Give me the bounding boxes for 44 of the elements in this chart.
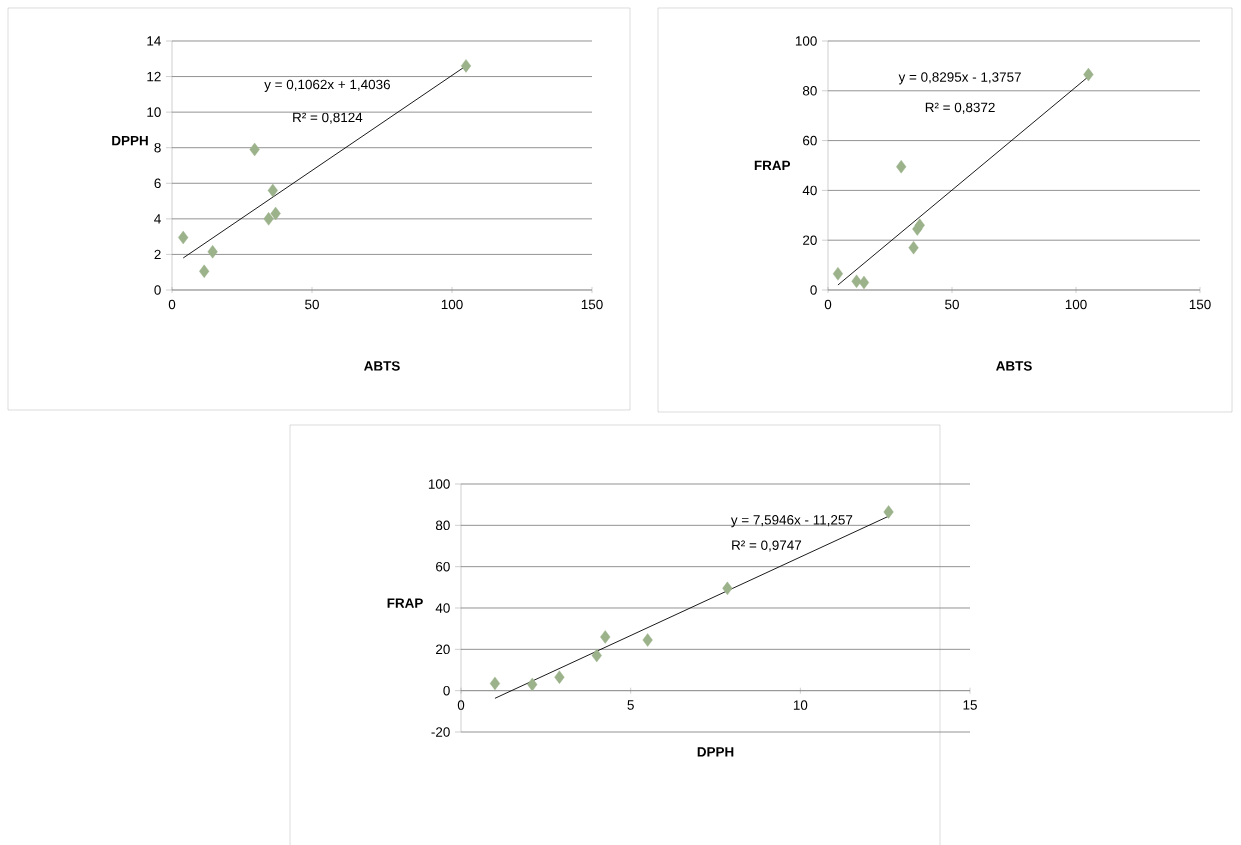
y-tick-label: 0 (154, 285, 161, 295)
y-tick-label: 0 (443, 685, 450, 696)
annotation: y = 0,8295x - 1,3757 (898, 72, 1021, 85)
x-tick-label: 0 (457, 700, 465, 710)
y-tick-label: 40 (802, 185, 817, 196)
y-tick-label: -20 (431, 727, 450, 737)
annotation: R² = 0,8124 (293, 112, 363, 124)
x-tick-label: 15 (963, 700, 977, 710)
y-tick-label: 100 (795, 36, 817, 46)
x-tick-label: 50 (945, 299, 959, 310)
y-axis-title: FRAP (754, 160, 791, 171)
annotation: y = 7,5946x - 11,257 (730, 515, 853, 528)
y-tick-label: 60 (436, 561, 450, 572)
y-tick-label: 10 (147, 107, 161, 117)
x-axis-title: ABTS (364, 361, 400, 371)
y-tick-label: 8 (154, 142, 161, 153)
y-tick-label: 12 (147, 71, 161, 82)
annotation: y = 0,1062x + 1,4036 (264, 79, 390, 92)
x-tick-label: 0 (168, 299, 176, 310)
y-tick-label: 0 (810, 285, 817, 295)
x-tick-label: 0 (824, 299, 832, 310)
annotation: R² = 0,9747 (732, 540, 802, 552)
y-tick-label: 60 (803, 135, 817, 146)
y-tick-label: 100 (428, 479, 450, 489)
x-tick-label: 5 (627, 700, 634, 710)
y-axis-title: FRAP (387, 598, 423, 608)
y-tick-label: 2 (154, 249, 161, 260)
y-tick-label: 14 (147, 36, 161, 46)
x-tick-label: 10 (793, 700, 808, 710)
y-tick-label: 80 (435, 520, 450, 531)
x-axis-title: ABTS (996, 361, 1032, 371)
y-tick-label: 20 (803, 235, 817, 245)
annotation: R² = 0,8372 (925, 102, 995, 114)
y-tick-label: 20 (436, 644, 450, 655)
y-tick-label: 4 (154, 214, 161, 224)
x-tick-label: 150 (1189, 299, 1211, 310)
y-tick-label: 80 (802, 86, 817, 96)
x-tick-label: 100 (1065, 299, 1087, 310)
y-tick-label: 6 (154, 178, 161, 189)
y-axis-title: DPPH (112, 135, 148, 146)
x-tick-label: 150 (581, 299, 603, 310)
x-tick-label: 50 (305, 299, 319, 310)
y-tick-label: 40 (435, 603, 450, 613)
x-axis-title: DPPH (697, 747, 734, 757)
